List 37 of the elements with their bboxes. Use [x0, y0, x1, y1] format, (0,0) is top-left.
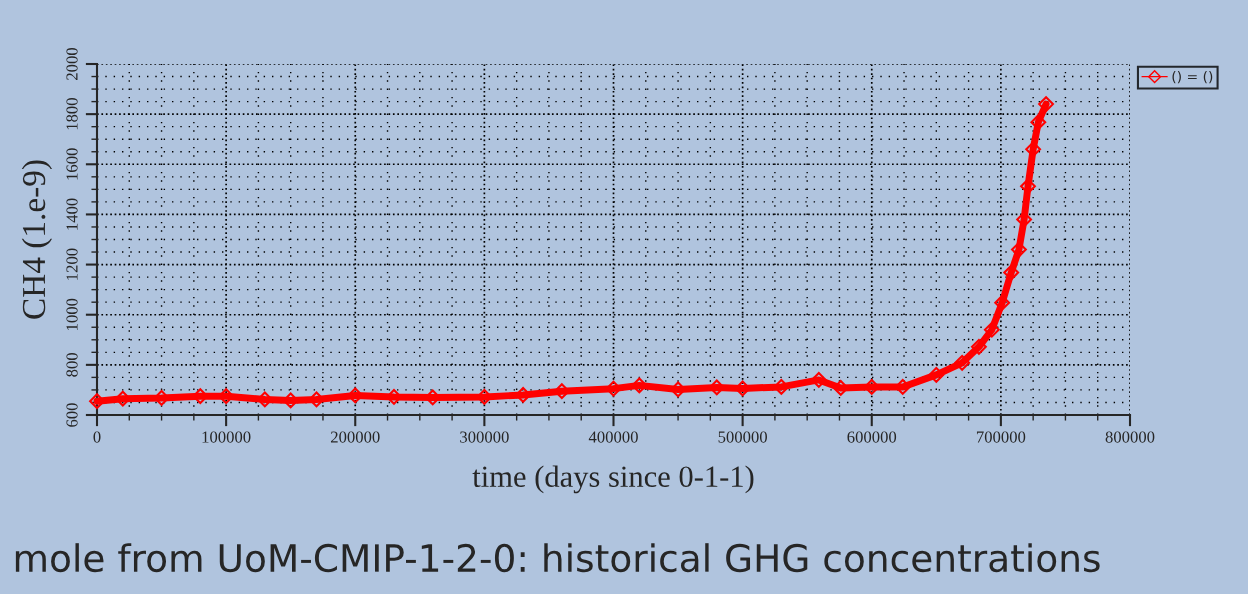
x-tick-label: 600000 [847, 431, 897, 443]
point [1020, 178, 1036, 195]
y-tick-label: 1000 [66, 298, 78, 330]
x-tick-label: 300000 [460, 431, 509, 443]
y-tick-label: 800 [66, 352, 78, 377]
point [983, 321, 1000, 338]
y-tick-label: 1200 [66, 248, 78, 280]
y-axis-title: CH4 (1.e-9) [21, 160, 53, 319]
point [1025, 141, 1042, 158]
x-tick-label: 500000 [718, 431, 767, 443]
x-tick-label: 700000 [976, 431, 1026, 443]
point [971, 338, 987, 355]
point [994, 294, 1011, 311]
y-tick-label: 600 [66, 403, 78, 427]
x-tick-label: 200000 [330, 431, 380, 443]
text: mole from UoM-CMIP-1-2-0: historical GHG concentrations [15, 543, 1100, 573]
y-tick-label: 1400 [66, 198, 78, 230]
legend-label: () = () [1172, 70, 1213, 84]
point [1003, 264, 1020, 281]
x-axis-title: time (days since 0-1-1) [472, 465, 754, 494]
y-tick-label: 1800 [66, 98, 78, 130]
x-tick-label: 800000 [1105, 431, 1155, 443]
y-tick-label: 1600 [66, 148, 78, 180]
x-tick-label: 400000 [588, 431, 638, 443]
point [89, 393, 105, 410]
point [810, 371, 827, 388]
point [386, 389, 402, 405]
point [670, 381, 686, 398]
point [1030, 114, 1047, 131]
point [928, 366, 945, 383]
point [954, 354, 971, 371]
point [1011, 241, 1027, 258]
x-tick-label: 100000 [202, 431, 251, 443]
y-tick-label: 2000 [66, 47, 78, 80]
point [1016, 211, 1033, 228]
point [1038, 96, 1054, 113]
x-tick-label: 0 [93, 431, 101, 443]
